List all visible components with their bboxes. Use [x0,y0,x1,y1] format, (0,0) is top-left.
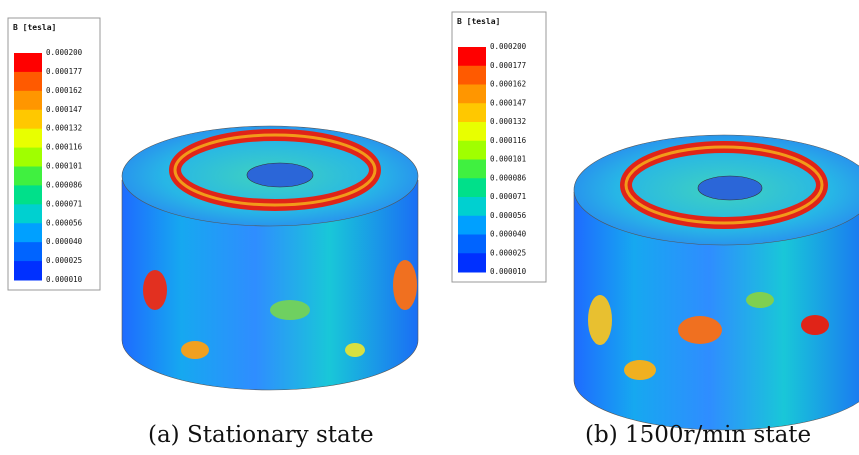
legend-label: 0.000101 [46,162,82,171]
color-band [14,166,42,186]
color-band [14,204,42,224]
color-band [14,242,42,262]
color-band [14,71,42,92]
color-band [14,90,42,111]
color-band [458,65,486,85]
legend-label: 0.000147 [46,105,82,114]
legend-label: 0.000162 [490,80,526,89]
color-band [458,103,486,123]
legend-label: 0.000056 [490,211,527,220]
legend-title: B [tesla] [457,17,500,26]
legend: B [tesla] 0.000200 0.000177 0.000162 0.00014… [7,17,101,291]
legend-label: 0.000010 [490,267,527,276]
color-band [14,185,42,205]
color-band [458,84,486,104]
legend-label: 0.000071 [46,199,82,208]
color-band [14,261,42,281]
color-band [14,147,42,167]
legend-label: 0.000177 [490,61,526,70]
field-plot [573,134,859,431]
legend-label: 0.000025 [490,248,526,257]
color-band [458,178,486,198]
color-band [458,159,486,179]
legend-label: 0.000177 [46,67,82,76]
legend-label: 0.000116 [46,143,83,152]
caption: (b) 1500r/min state [585,422,811,448]
color-band [458,234,486,254]
legend-label: 0.000056 [46,218,83,227]
legend-label: 0.000101 [490,155,526,164]
legend-title: B [tesla] [13,23,56,32]
color-band [458,47,486,67]
legend: B [tesla] 0.000200 0.000177 0.000162 0.00014… [451,11,547,283]
legend-label: 0.000086 [490,173,527,182]
caption: (a) Stationary state [148,422,374,448]
legend-label: 0.000010 [46,275,83,284]
legend-label: 0.000162 [46,86,82,95]
legend-label: 0.000040 [490,230,527,239]
color-band [14,223,42,243]
color-band [458,253,486,273]
legend-label: 0.000086 [46,180,83,189]
legend-label: 0.000071 [490,192,526,201]
field-plot [121,125,419,391]
color-band [458,197,486,217]
legend-label: 0.000200 [46,48,83,57]
color-band [458,215,486,235]
legend-label: 0.000025 [46,256,82,265]
color-band [14,109,42,130]
color-band [458,140,486,160]
color-band [14,128,42,149]
legend-label: 0.000040 [46,237,83,246]
legend-label: 0.000200 [490,42,527,51]
legend-label: 0.000147 [490,98,526,107]
legend-label: 0.000132 [46,124,82,133]
legend-label: 0.000116 [490,136,527,145]
color-band [458,122,486,142]
legend-label: 0.000132 [490,117,526,126]
color-band [14,53,42,73]
